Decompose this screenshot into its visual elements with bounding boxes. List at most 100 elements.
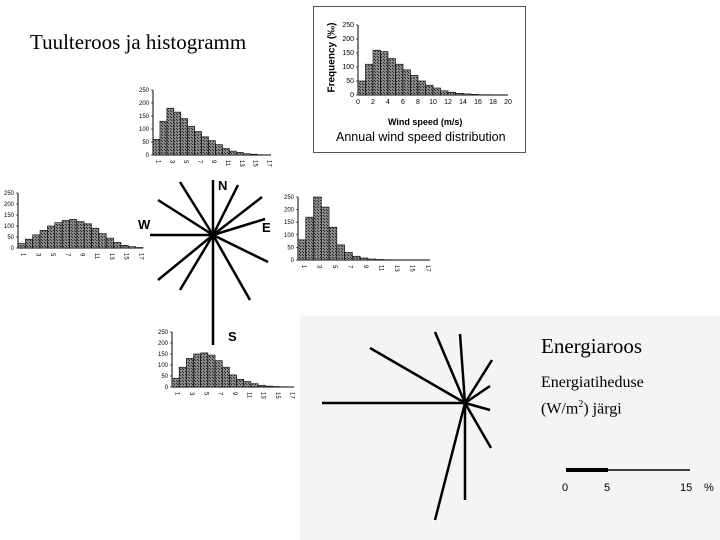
x-tick-label: 9 [79, 253, 85, 257]
histogram-bar [264, 385, 273, 388]
histogram-bar [98, 233, 107, 249]
histogram-bar [352, 255, 361, 261]
y-tick-label: 150 [4, 213, 15, 219]
y-tick-label: 250 [139, 88, 150, 94]
y-tick-label: 50 [287, 245, 294, 251]
energy-rose-ray [464, 401, 491, 412]
x-tick-label: 20 [504, 99, 512, 106]
x-tick-label: 11 [93, 253, 99, 260]
histogram-bar [17, 243, 26, 249]
histogram-bar [357, 80, 366, 96]
histogram-bar [25, 238, 34, 249]
histogram-bar [69, 219, 78, 249]
energy-rose-title: Energiaroos [541, 334, 643, 358]
x-tick-label: 17 [288, 392, 294, 399]
histogram-bar [229, 150, 237, 156]
x-tick-label: 14 [459, 99, 467, 106]
compass-south-label: S [228, 329, 237, 344]
histogram-bar [462, 93, 471, 96]
histogram-bar [186, 358, 194, 388]
y-tick-label: 0 [350, 92, 354, 99]
x-tick-label: 2 [371, 99, 375, 106]
histogram-bar [152, 139, 161, 156]
x-tick-label: 15 [274, 392, 280, 399]
histogram-bar [305, 216, 314, 261]
x-tick-label: 5 [202, 392, 208, 396]
histogram-bar [178, 366, 187, 388]
wind-rose-ray [212, 217, 266, 237]
x-tick-label: 7 [196, 160, 202, 164]
x-tick-label: 1 [300, 265, 306, 269]
histogram-bar [127, 246, 136, 249]
y-tick-label: 100 [284, 233, 295, 239]
x-tick-label: 8 [416, 99, 420, 106]
y-tick-label: 0 [146, 153, 150, 159]
histogram-bar [194, 131, 202, 156]
annual-x-axis-label: Wind speed (m/s) [388, 117, 463, 127]
histogram-bar [257, 384, 266, 388]
y-tick-label: 100 [139, 127, 150, 133]
x-tick-label: 5 [182, 160, 188, 164]
y-tick-label: 0 [11, 246, 15, 252]
histogram-bar [83, 223, 92, 249]
y-tick-label: 200 [284, 208, 295, 214]
wind-rose [150, 180, 269, 345]
x-tick-label: 17 [424, 265, 430, 272]
main-title: Tuulteroos ja histogramm [30, 30, 247, 54]
wind-rose-ray [212, 196, 263, 236]
histogram-bar [344, 252, 353, 261]
histogram-bar [214, 360, 223, 388]
histogram-bar [417, 80, 426, 96]
y-tick-label: 150 [284, 220, 295, 226]
energy-unit-label: (W/m2) järgi [541, 399, 622, 418]
energy-rose-ray [463, 402, 493, 449]
histogram-bar [387, 58, 396, 96]
histogram-bar [120, 245, 129, 249]
histogram-bar [105, 237, 114, 249]
energy-rose-panel [300, 316, 720, 540]
y-tick-label: 200 [4, 202, 15, 208]
energy-rose [322, 331, 494, 521]
histogram-bar [171, 377, 180, 388]
histogram-bar [76, 221, 85, 249]
scale-bar-unit: % [704, 482, 714, 494]
x-tick-label: 11 [378, 265, 384, 272]
y-tick-label: 50 [7, 235, 14, 241]
x-tick-label: 7 [64, 253, 70, 257]
x-tick-label: 17 [137, 253, 143, 260]
histogram-bar [250, 383, 259, 388]
energy-rose-ray [464, 384, 491, 405]
compass-west-label: W [138, 217, 151, 232]
histogram-bar [372, 49, 381, 96]
scale-bar-label: 0 [562, 482, 568, 494]
histogram-bar [455, 93, 464, 96]
y-tick-label: 150 [139, 114, 150, 120]
histogram-bar [380, 51, 389, 96]
energy-rose-ray [433, 402, 467, 521]
x-tick-label: 3 [315, 265, 321, 269]
x-tick-label: 5 [49, 253, 55, 257]
histogram-bar [193, 353, 202, 388]
x-tick-label: 0 [356, 99, 360, 106]
wind-rose-ray [157, 198, 214, 237]
y-tick-label: 50 [346, 78, 354, 85]
histogram-bar [432, 87, 441, 96]
histogram-bar [54, 222, 63, 249]
histogram-bar [39, 230, 48, 249]
energy-unit-a: (W/m [541, 400, 579, 418]
y-tick-label: 250 [4, 191, 15, 197]
x-tick-label: 9 [362, 265, 368, 269]
histogram-bar [91, 227, 100, 249]
histogram-bar [235, 152, 244, 156]
x-tick-label: 9 [231, 392, 237, 396]
x-tick-label: 17 [266, 160, 272, 167]
x-tick-label: 10 [429, 99, 437, 106]
y-tick-label: 200 [342, 36, 354, 43]
energy-rose-ray [458, 333, 467, 404]
histogram-bar [215, 144, 223, 156]
y-tick-label: 200 [158, 341, 169, 347]
